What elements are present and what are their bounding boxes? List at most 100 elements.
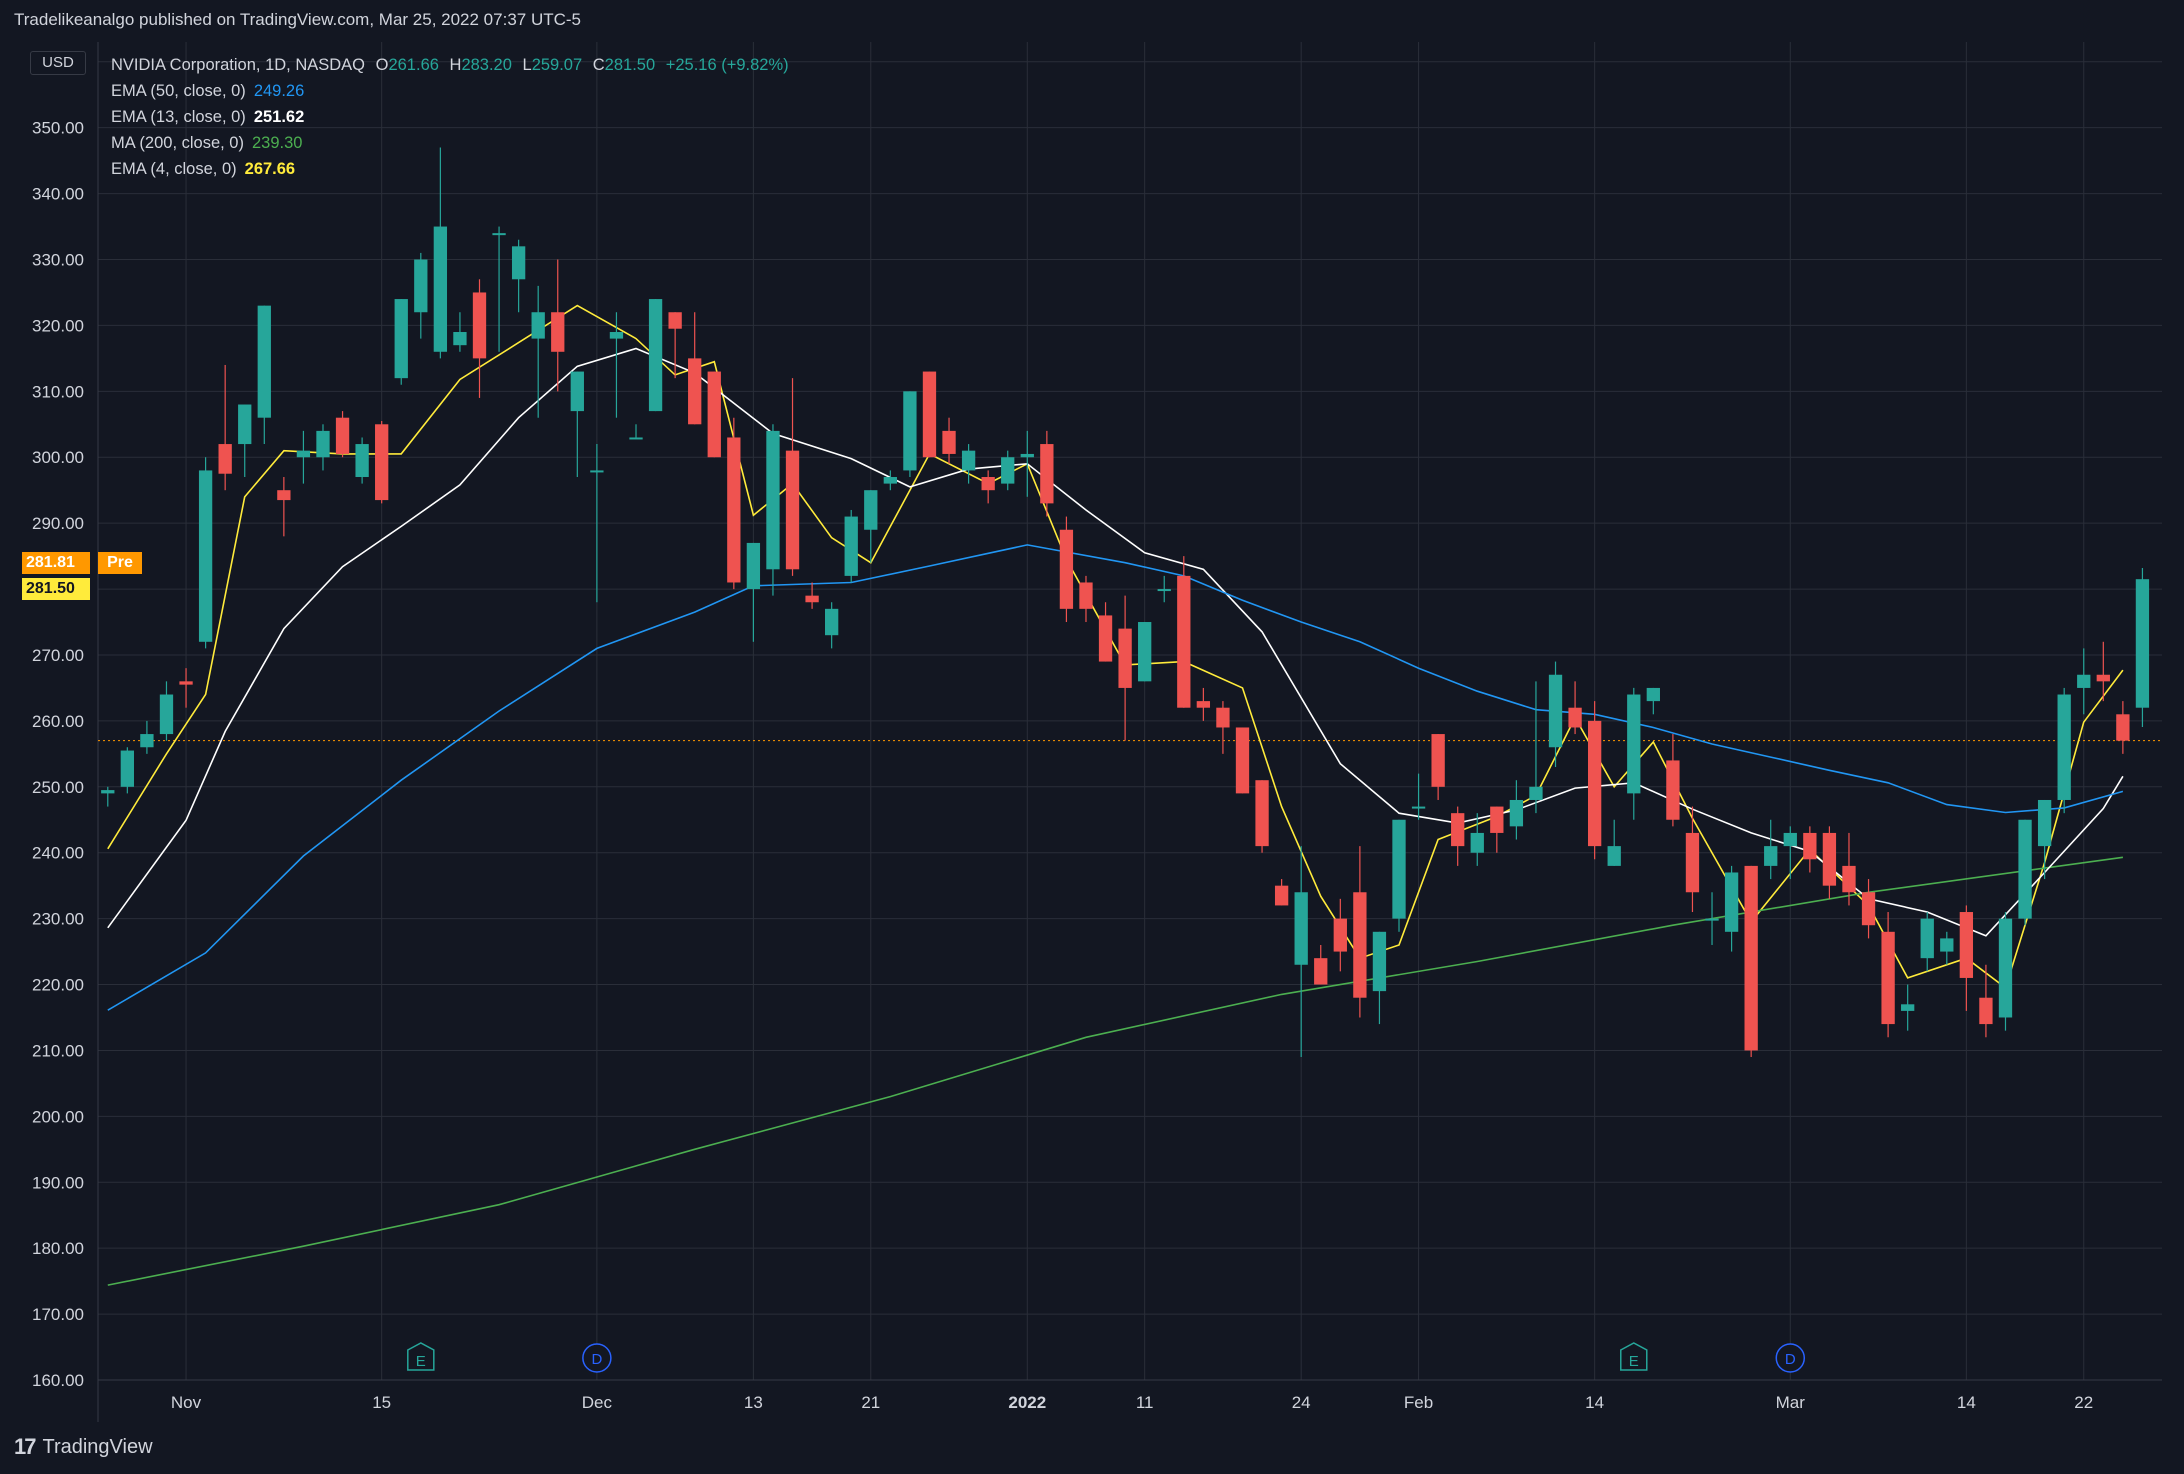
candle-body — [981, 477, 995, 491]
candle-body — [864, 490, 878, 530]
y-tick-label: 260.00 — [32, 712, 84, 731]
candle-body — [1646, 687, 1660, 702]
candle-body — [1764, 846, 1778, 866]
dividend-marker-icon — [1775, 1343, 1806, 1373]
candle-body — [1079, 582, 1093, 609]
tradingview-logo-icon: 17 — [14, 1434, 37, 1459]
candle-body — [570, 371, 584, 412]
candle-body — [1509, 799, 1524, 827]
y-tick-label: 330.00 — [32, 251, 84, 270]
y-tick-label: 250.00 — [32, 778, 84, 797]
indicator-ma200-row[interactable]: MA (200, close, 0) 239.30 — [111, 130, 789, 156]
candle-body — [1803, 832, 1817, 860]
candle-body — [1979, 997, 1993, 1025]
candle-body — [1529, 786, 1543, 800]
indicator-label: EMA (13, close, 0) — [111, 108, 246, 126]
candle-body — [590, 470, 604, 473]
symbol-legend-row[interactable]: NVIDIA Corporation, 1D, NASDAQ O261.66 H… — [111, 52, 789, 78]
open-value: 261.66 — [388, 56, 439, 74]
candle-body — [2018, 819, 2032, 919]
candle-body — [394, 299, 408, 379]
candle-body — [961, 450, 976, 471]
candle-body — [1333, 918, 1347, 952]
x-tick-label: 14 — [1957, 1393, 1976, 1412]
candle-body — [1431, 734, 1445, 787]
candle-body — [1314, 958, 1328, 985]
candle-body — [1157, 589, 1171, 592]
candle-body — [1255, 780, 1269, 847]
candle-body — [511, 246, 526, 280]
candle-body — [257, 305, 271, 418]
indicator-label: EMA (50, close, 0) — [111, 82, 246, 100]
candle-body — [198, 470, 213, 642]
y-tick-label: 200.00 — [32, 1107, 84, 1126]
candle-body — [1959, 912, 1974, 978]
indicator-label: MA (200, close, 0) — [111, 134, 244, 152]
indicator-ema13-row[interactable]: EMA (13, close, 0) 251.62 — [111, 104, 789, 130]
publisher-header: Tradelikeanalgo published on TradingView… — [14, 10, 582, 29]
candle-body — [629, 437, 643, 440]
candle-body — [1842, 865, 1856, 893]
candle-body — [218, 444, 232, 474]
earnings-marker-icon — [1620, 1342, 1648, 1371]
y-tick-label: 290.00 — [32, 514, 84, 533]
y-tick-label: 160.00 — [32, 1371, 84, 1390]
candle-body — [1881, 931, 1895, 1025]
candle-body — [1451, 813, 1465, 847]
candle-body — [2135, 579, 2150, 708]
candle-body — [922, 371, 937, 458]
earnings-marker-letter: E — [1629, 1353, 1639, 1370]
indicator-ema50-row[interactable]: EMA (50, close, 0) 249.26 — [111, 78, 789, 104]
candle-body — [335, 417, 350, 454]
plot-background — [14, 42, 2162, 1422]
candle-body — [883, 477, 897, 484]
dividend-marker-icon — [582, 1343, 612, 1373]
x-tick-label: 13 — [744, 1393, 763, 1412]
candle-body — [942, 430, 956, 454]
close-value: 281.50 — [604, 56, 656, 74]
tradingview-footer[interactable]: 17 TradingView — [14, 1434, 153, 1460]
indicator-value: 267.66 — [244, 160, 296, 178]
x-tick-label: 21 — [861, 1393, 880, 1412]
candle-body — [1568, 707, 1582, 728]
candle-body — [805, 595, 819, 603]
last-price-tag: 281.50 — [22, 578, 90, 600]
x-tick-label: Feb — [1404, 1393, 1433, 1412]
y-tick-label: 350.00 — [32, 119, 84, 138]
x-tick-label: Dec — [582, 1393, 613, 1412]
candle-body — [2037, 799, 2052, 847]
x-tick-label: 14 — [1585, 1393, 1604, 1412]
indicator-label: EMA (4, close, 0) — [111, 160, 237, 178]
x-tick-label: Nov — [171, 1393, 202, 1412]
candle-body — [433, 226, 448, 352]
indicator-line — [107, 304, 2124, 990]
candle-body — [766, 430, 780, 570]
candle-body — [824, 608, 839, 636]
candle-body — [2096, 674, 2110, 682]
candle-body — [316, 430, 330, 458]
currency-button[interactable]: USD — [30, 51, 86, 75]
candle-body — [1196, 701, 1211, 708]
y-tick-label: 230.00 — [32, 910, 84, 929]
candle-body — [1353, 892, 1367, 998]
candle-body — [159, 694, 174, 735]
candle-body — [844, 516, 858, 576]
footer-brand: TradingView — [42, 1435, 153, 1458]
indicator-ema4-row[interactable]: EMA (4, close, 0) 267.66 — [111, 156, 789, 182]
candle-body — [1861, 892, 1876, 926]
candle-body — [1744, 865, 1758, 1051]
candle-body — [2077, 674, 2091, 688]
candle-body — [1274, 885, 1289, 906]
candle-body — [179, 681, 193, 685]
candle-body — [609, 332, 624, 339]
candle-body — [1783, 832, 1797, 847]
candle-body — [1177, 575, 1191, 708]
candle-body — [101, 790, 115, 794]
candle-body — [140, 734, 154, 748]
y-tick-label: 340.00 — [32, 185, 84, 204]
high-label: H — [449, 56, 462, 74]
x-tick-label: 2022 — [1008, 1393, 1046, 1412]
candle-body — [1118, 628, 1132, 688]
